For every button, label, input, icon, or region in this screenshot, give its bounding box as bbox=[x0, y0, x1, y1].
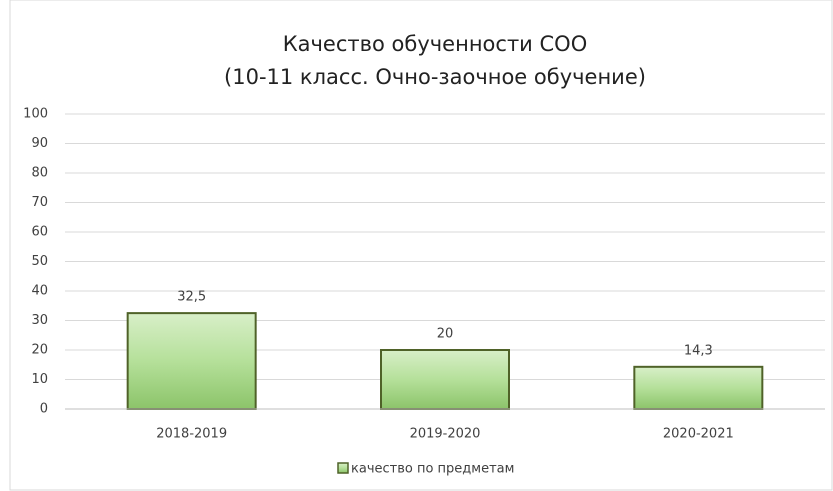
y-tick-label: 0 bbox=[40, 402, 48, 417]
y-tick-label: 30 bbox=[31, 313, 48, 328]
bar bbox=[633, 365, 764, 411]
data-label: 14,3 bbox=[684, 343, 713, 358]
chart-subtitle: (10-11 класс. Очно-заочное обучение) bbox=[224, 65, 646, 89]
y-tick-label: 60 bbox=[31, 225, 48, 240]
x-tick-label: 2018-2019 bbox=[156, 427, 227, 442]
bar bbox=[380, 349, 510, 410]
y-tick-label: 80 bbox=[31, 166, 48, 181]
y-tick-label: 70 bbox=[31, 195, 48, 210]
y-tick-label: 100 bbox=[23, 107, 48, 122]
y-tick-label: 10 bbox=[31, 372, 48, 387]
x-tick-label: 2020-2021 bbox=[663, 427, 734, 442]
y-tick-label: 90 bbox=[31, 136, 48, 151]
y-tick-label: 50 bbox=[31, 254, 48, 269]
y-tick-label: 20 bbox=[31, 343, 48, 358]
x-tick-label: 2019-2020 bbox=[410, 427, 481, 442]
bar bbox=[126, 312, 257, 410]
legend-swatch bbox=[337, 462, 349, 474]
data-label: 20 bbox=[437, 327, 454, 342]
data-label: 32,5 bbox=[177, 290, 206, 305]
legend-label: качество по предметам bbox=[351, 462, 514, 477]
chart-title: Качество обученности СОО bbox=[283, 32, 587, 56]
y-tick-label: 40 bbox=[31, 284, 48, 299]
